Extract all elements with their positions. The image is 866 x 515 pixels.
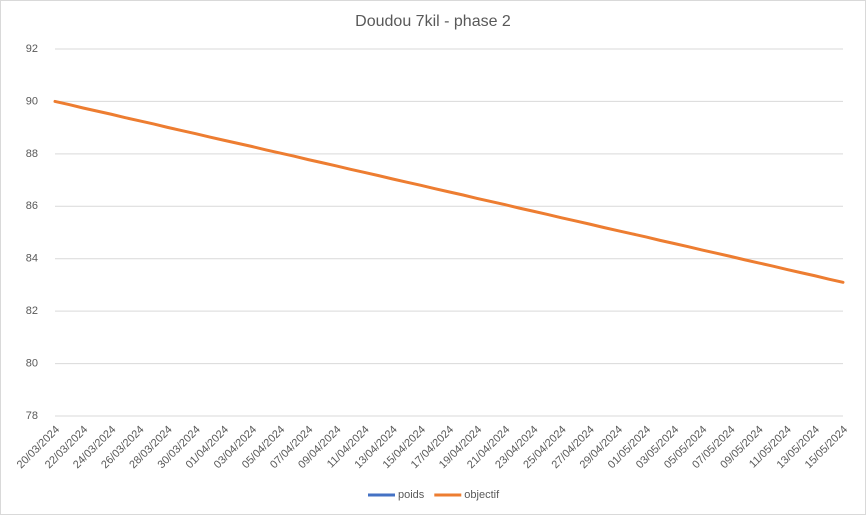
series-line xyxy=(53,99,845,284)
y-tick-label: 82 xyxy=(26,305,38,317)
chart-title: Doudou 7kil - phase 2 xyxy=(355,13,511,30)
y-tick-label: 88 xyxy=(26,148,38,160)
y-tick-label: 92 xyxy=(26,43,38,55)
y-tick-label: 80 xyxy=(26,357,38,369)
y-tick-label: 90 xyxy=(26,95,38,107)
y-tick-label: 84 xyxy=(26,253,38,265)
y-tick-label: 78 xyxy=(26,410,38,422)
legend-label: poids xyxy=(398,489,425,501)
y-tick-label: 86 xyxy=(26,200,38,212)
legend-label: objectif xyxy=(464,489,500,501)
